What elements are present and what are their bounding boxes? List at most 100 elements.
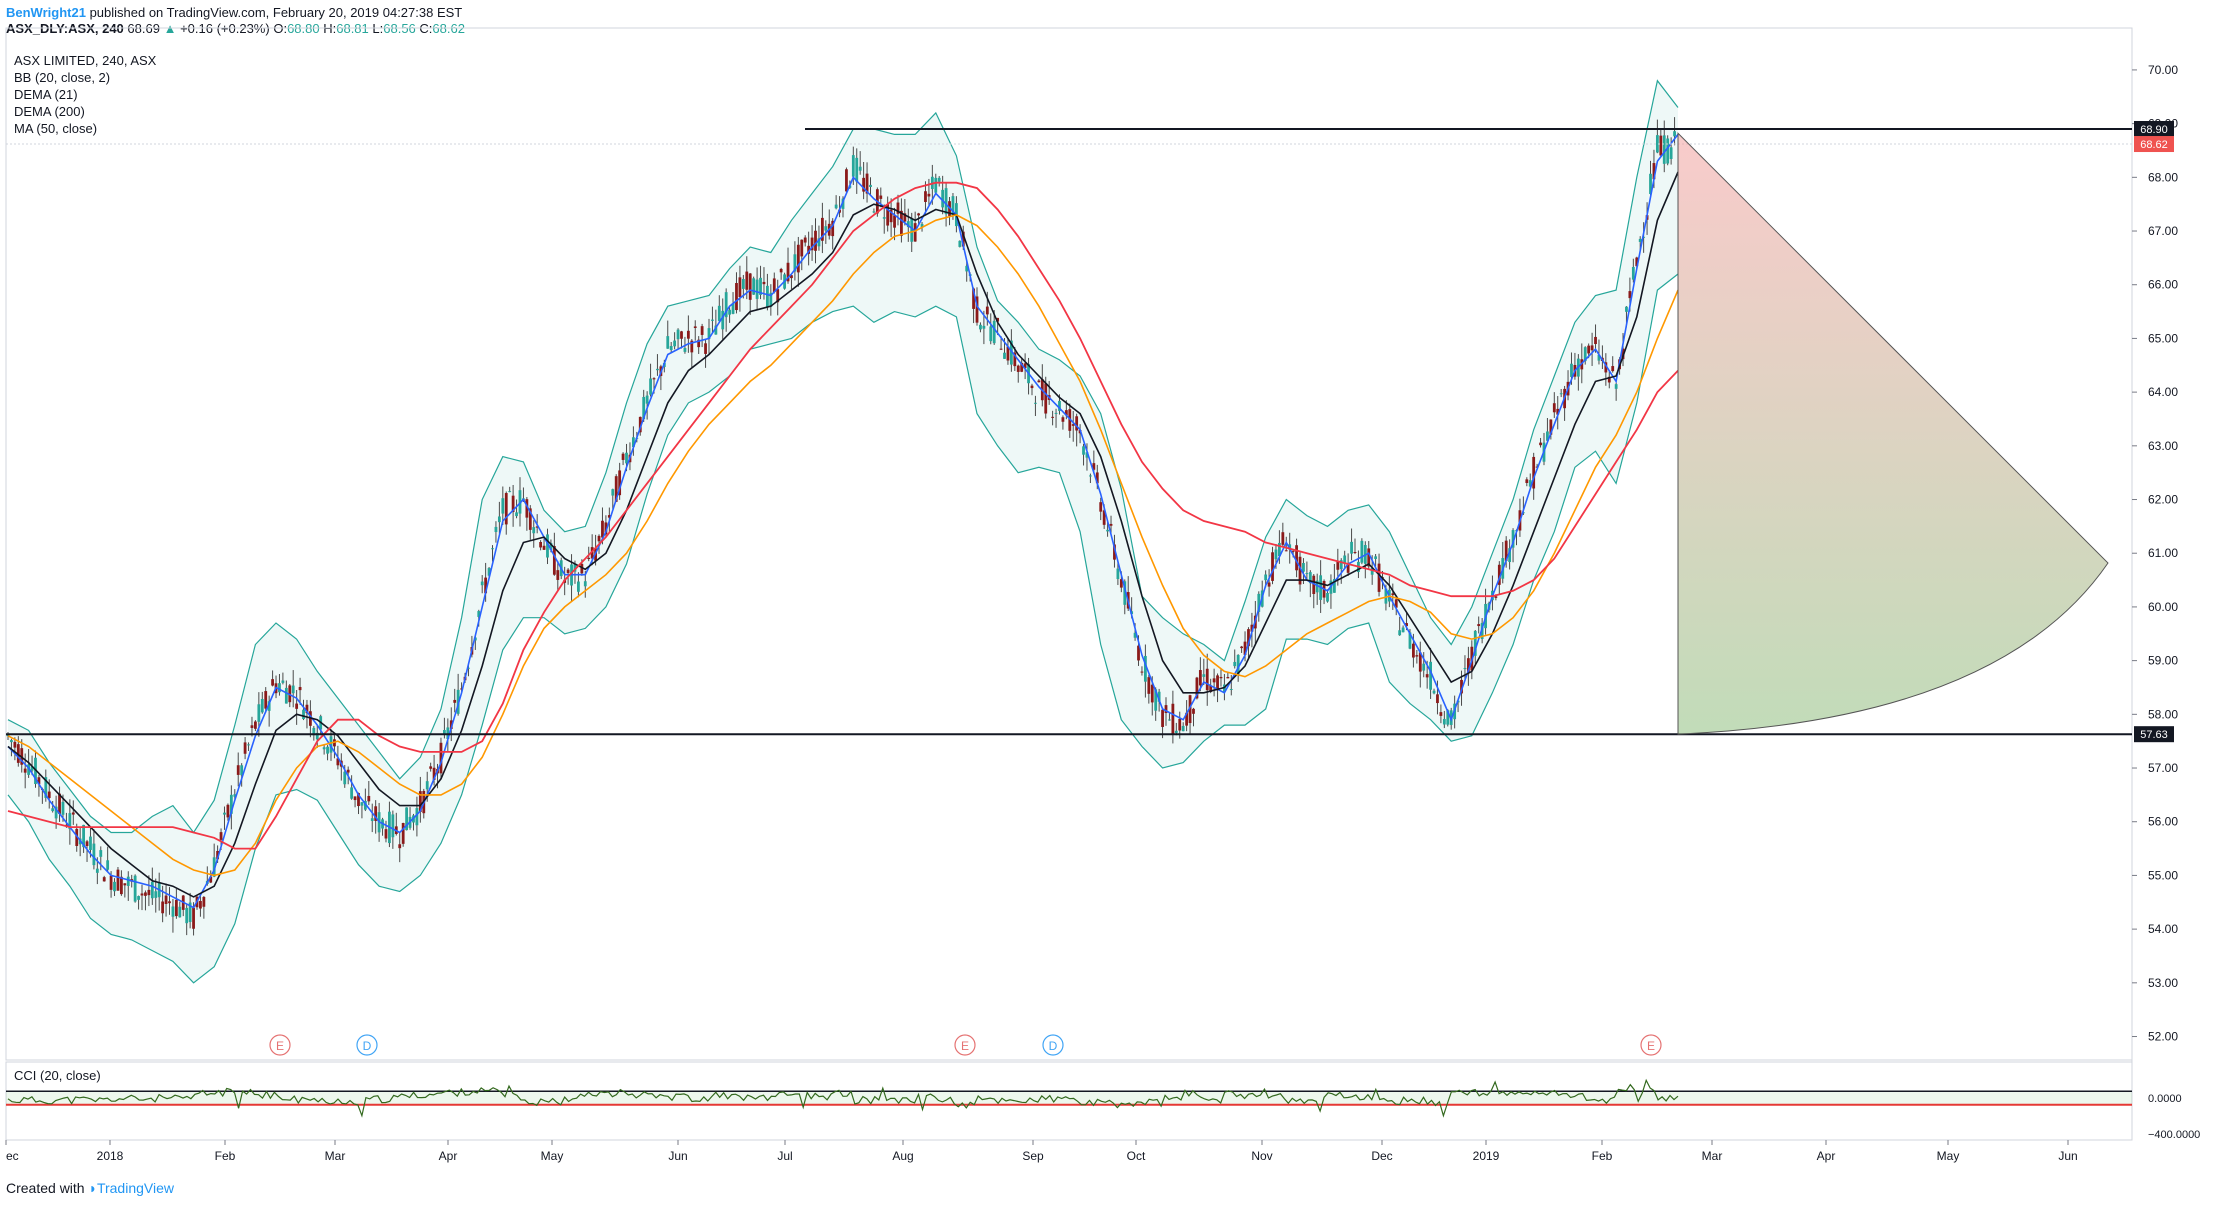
price-label: 57.63 — [2140, 729, 2168, 741]
y-tick-label: 66.00 — [2148, 278, 2178, 292]
candle-body — [13, 741, 17, 748]
candle-body — [1539, 442, 1542, 446]
publish-header: BenWright21 published on TradingView.com… — [6, 4, 462, 22]
candle-body — [944, 188, 948, 215]
legend-item-bb[interactable]: BB (20, close, 2) — [14, 70, 111, 85]
candle-body — [449, 720, 453, 729]
candle-body — [810, 237, 814, 251]
candle-body — [1374, 556, 1378, 559]
price-label: 68.90 — [2140, 124, 2168, 136]
candle-body — [1298, 556, 1302, 585]
candle-body — [429, 766, 433, 769]
candle-body — [590, 547, 594, 559]
legend-item-dema21[interactable]: DEMA (21) — [14, 87, 78, 102]
candle-body — [1384, 588, 1388, 604]
candle-body — [164, 895, 168, 904]
x-tick-label: Dec — [1371, 1149, 1392, 1163]
candle-body — [199, 900, 202, 909]
candle-body — [924, 191, 927, 202]
earnings-marker-icon — [1640, 1034, 1662, 1056]
candle-body — [147, 889, 151, 896]
y-tick-label: 56.00 — [2148, 815, 2178, 829]
candle-body — [618, 470, 622, 496]
x-tick-label: Jun — [668, 1149, 687, 1163]
candle-body — [906, 221, 910, 228]
candle-body — [690, 340, 694, 353]
candle-body — [497, 516, 501, 523]
candle-body — [16, 744, 20, 763]
candle-body — [1666, 138, 1670, 164]
x-tick-label: Sep — [1022, 1149, 1044, 1163]
candle-body — [597, 535, 601, 542]
candle-body — [1662, 135, 1666, 164]
footer: Created with ◗TradingView — [6, 1178, 174, 1198]
candle-body — [343, 771, 347, 785]
candle-body — [185, 907, 189, 924]
candle-body — [549, 542, 553, 550]
candle-body — [786, 262, 790, 282]
candle-body — [1559, 393, 1563, 395]
candle-body — [1466, 658, 1470, 673]
marker-label: E — [1647, 1039, 1655, 1053]
candle-body — [1202, 674, 1206, 677]
candle-body — [106, 860, 110, 870]
candle-body — [1391, 593, 1395, 596]
candle-body — [979, 324, 982, 330]
candle-body — [137, 896, 140, 900]
candle-body — [845, 169, 848, 192]
x-tick-label: Aug — [892, 1149, 913, 1163]
candle-body — [1408, 632, 1412, 649]
candle-body — [102, 877, 106, 882]
legend-item-dema200[interactable]: DEMA (200) — [14, 104, 85, 119]
price-label-box — [2134, 120, 2174, 137]
candle-body — [75, 828, 79, 847]
candle-body — [1570, 363, 1573, 377]
chart-legend: ASX LIMITED, 240, ASX BB (20, close, 2) … — [14, 52, 156, 137]
candle-body — [745, 271, 749, 290]
candle-body — [23, 768, 27, 773]
marker-label: E — [961, 1039, 969, 1053]
candle-body — [1037, 380, 1041, 383]
footer-brand[interactable]: TradingView — [96, 1180, 174, 1196]
candle-body — [1332, 579, 1336, 593]
candle-body — [693, 326, 697, 328]
candle-body — [1281, 532, 1285, 545]
candle-body — [999, 348, 1003, 350]
candle-body — [766, 285, 769, 307]
candle-body — [738, 277, 742, 298]
candle-body — [1367, 548, 1371, 567]
candle-body — [119, 876, 123, 895]
candle-body — [607, 515, 611, 518]
candle-body — [769, 292, 773, 307]
candle-body — [82, 824, 85, 848]
author-link[interactable]: BenWright21 — [6, 5, 86, 20]
candle-body — [1494, 596, 1498, 598]
y-tick-label: 60.00 — [2148, 600, 2178, 614]
candle-body — [865, 173, 869, 194]
y-tick-label: 65.00 — [2148, 331, 2178, 345]
candle-body — [1284, 550, 1288, 552]
legend-item-ma50[interactable]: MA (50, close) — [14, 121, 98, 136]
candle-body — [374, 806, 378, 821]
footer-created: Created with — [6, 1180, 85, 1196]
candle-body — [913, 223, 917, 242]
candle-body — [717, 305, 721, 321]
legend-title: ASX LIMITED, 240, ASX — [14, 53, 157, 68]
candle-body — [803, 237, 807, 243]
candle-body — [89, 836, 92, 850]
candle-body — [958, 240, 962, 247]
candle-body — [480, 581, 484, 586]
candle-body — [680, 331, 683, 339]
candle-body — [707, 328, 711, 340]
candle-body — [1360, 540, 1364, 563]
candle-body — [1099, 502, 1103, 512]
candle-body — [92, 843, 96, 866]
candle-body — [796, 244, 800, 273]
candle-body — [233, 794, 237, 797]
candle-body — [439, 742, 443, 774]
candle-body — [814, 230, 817, 251]
candle-body — [1528, 480, 1532, 487]
y-tick-label: 53.00 — [2148, 976, 2178, 990]
candle-body — [704, 343, 707, 354]
